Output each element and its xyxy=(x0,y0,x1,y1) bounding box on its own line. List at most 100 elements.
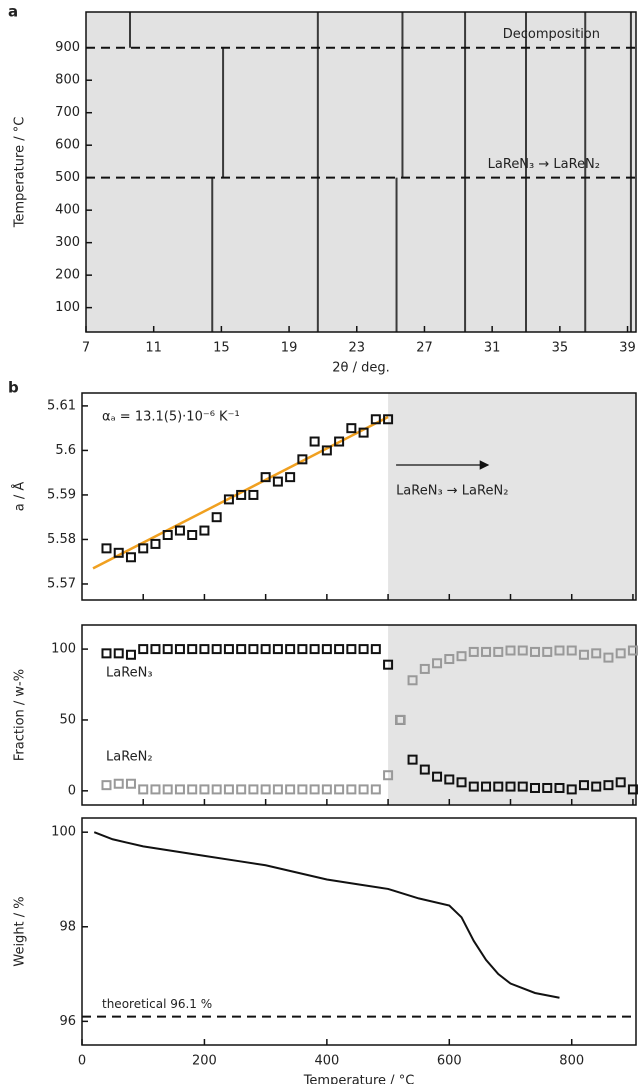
marker xyxy=(493,781,504,792)
line-label: LaReN₃ → LaReN₂ xyxy=(488,157,600,172)
x-tick-label: 400 xyxy=(314,1054,339,1069)
y-tick-label: 600 xyxy=(55,138,80,153)
marker xyxy=(211,784,222,795)
x-tick-label: 39 xyxy=(619,341,636,356)
marker xyxy=(395,714,406,725)
marker xyxy=(346,784,357,795)
marker xyxy=(346,423,357,434)
y-tick-label: 5.57 xyxy=(47,576,76,591)
marker xyxy=(125,552,136,563)
marker xyxy=(199,644,210,655)
marker xyxy=(456,651,467,662)
marker xyxy=(468,781,479,792)
annotation: αₐ = 13.1(5)·10⁻⁶ K⁻¹ xyxy=(102,410,240,425)
marker xyxy=(101,648,112,659)
marker xyxy=(297,784,308,795)
x-tick-label: 19 xyxy=(281,341,298,356)
marker xyxy=(113,778,124,789)
marker xyxy=(272,784,283,795)
y-tick-label: 5.59 xyxy=(47,487,76,502)
x-tick-label: 27 xyxy=(416,341,433,356)
fit-line xyxy=(92,415,389,570)
marker xyxy=(529,646,540,657)
marker xyxy=(236,784,247,795)
x-tick-label: 15 xyxy=(213,341,230,356)
x-axis-label: 2θ / deg. xyxy=(332,361,390,376)
marker xyxy=(591,781,602,792)
y-tick-label: 900 xyxy=(55,40,80,55)
marker xyxy=(481,781,492,792)
marker xyxy=(174,784,185,795)
marker xyxy=(199,784,210,795)
marker xyxy=(383,770,394,781)
marker xyxy=(113,648,124,659)
marker xyxy=(566,784,577,795)
marker xyxy=(334,644,345,655)
marker xyxy=(272,476,283,487)
image-background xyxy=(86,12,636,332)
marker xyxy=(529,782,540,793)
marker xyxy=(603,780,614,791)
panel-label: a xyxy=(8,3,18,21)
series-label: LaReN₂ xyxy=(106,750,153,765)
marker xyxy=(566,645,577,656)
marker xyxy=(248,489,259,500)
marker xyxy=(517,645,528,656)
marker xyxy=(468,646,479,657)
y-tick-label: 98 xyxy=(59,919,76,934)
x-axis-label: Temperature / °C xyxy=(303,1074,415,1084)
marker xyxy=(505,645,516,656)
y-axis-label: Temperature / °C xyxy=(13,117,28,229)
y-tick-label: 100 xyxy=(51,825,76,840)
marker xyxy=(236,489,247,500)
marker xyxy=(260,784,271,795)
y-tick-label: 5.58 xyxy=(47,532,76,547)
marker xyxy=(223,784,234,795)
marker xyxy=(432,771,443,782)
marker xyxy=(542,782,553,793)
x-tick-label: 23 xyxy=(348,341,365,356)
marker xyxy=(236,644,247,655)
y-tick-label: 5.6 xyxy=(55,443,76,458)
marker xyxy=(101,543,112,554)
plot-frame xyxy=(85,11,637,333)
x-tick-label: 11 xyxy=(145,341,162,356)
marker xyxy=(138,543,149,554)
marker xyxy=(370,414,381,425)
marker xyxy=(187,644,198,655)
x-tick-label: 35 xyxy=(552,341,569,356)
marker xyxy=(125,649,136,660)
marker xyxy=(297,454,308,465)
marker xyxy=(615,777,626,788)
marker xyxy=(493,646,504,657)
marker xyxy=(211,644,222,655)
y-tick-label: 700 xyxy=(55,105,80,120)
marker xyxy=(517,781,528,792)
marker xyxy=(358,427,369,438)
y-axis-label: a / Å xyxy=(12,482,28,512)
plot-frame xyxy=(81,392,637,601)
weight-curve xyxy=(93,831,560,999)
marker xyxy=(297,644,308,655)
marker xyxy=(285,784,296,795)
x-tick-label: 600 xyxy=(437,1054,462,1069)
marker xyxy=(554,645,565,656)
line-label: theoretical 96.1 % xyxy=(102,997,212,1011)
x-tick-label: 31 xyxy=(484,341,501,356)
plot-frame xyxy=(81,817,637,1046)
marker xyxy=(309,436,320,447)
marker xyxy=(591,648,602,659)
y-tick-label: 50 xyxy=(59,712,76,727)
marker xyxy=(223,494,234,505)
marker xyxy=(346,644,357,655)
marker xyxy=(199,525,210,536)
y-tick-label: 96 xyxy=(59,1014,76,1029)
marker xyxy=(554,782,565,793)
marker xyxy=(603,652,614,663)
y-tick-label: 100 xyxy=(51,642,76,657)
marker xyxy=(248,644,259,655)
marker xyxy=(419,663,430,674)
marker xyxy=(456,777,467,788)
y-tick-label: 800 xyxy=(55,73,80,88)
marker xyxy=(627,784,638,795)
